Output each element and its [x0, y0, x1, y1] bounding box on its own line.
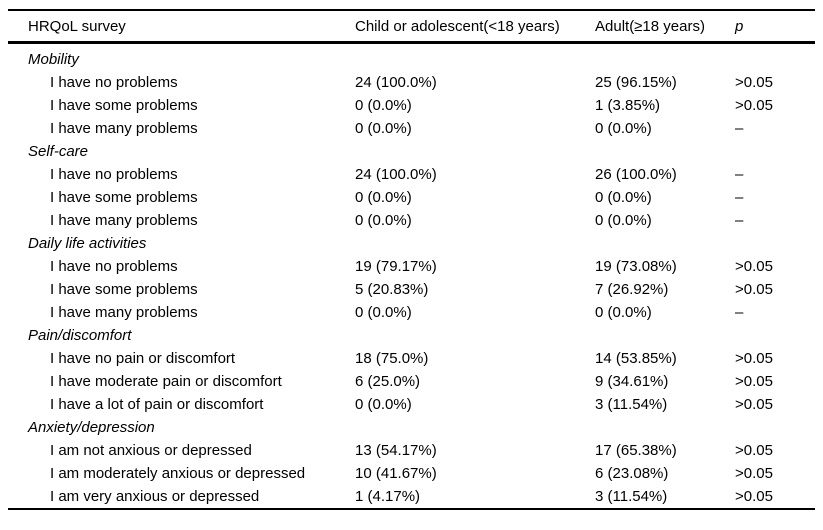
item-row: I have many problems 0 (0.0%) 0 (0.0%) – [8, 117, 815, 140]
item-row: I have no problems 24 (100.0%) 25 (96.15%)… [8, 71, 815, 94]
adult-value: 6 (23.08%) [595, 465, 669, 482]
item-label: I have many problems [50, 120, 198, 137]
item-label: I have moderate pain or discomfort [50, 373, 282, 390]
section-row: Self-care [8, 140, 815, 163]
p-value: >0.05 [735, 373, 773, 390]
child-value: 0 (0.0%) [355, 212, 412, 229]
hrqol-survey-table: HRQoL survey Child or adolescent(<18 yea… [8, 9, 815, 510]
child-value: 24 (100.0%) [355, 74, 437, 91]
child-value: 1 (4.17%) [355, 488, 421, 505]
item-row: I have some problems 5 (20.83%) 7 (26.92%)… [8, 278, 815, 301]
child-value: 10 (41.67%) [355, 465, 437, 482]
item-label: I have no problems [50, 166, 178, 183]
section-row: Pain/discomfort [8, 324, 815, 347]
item-row: I have a lot of pain or discomfort 0 (0.0… [8, 393, 815, 416]
child-value: 0 (0.0%) [355, 304, 412, 321]
adult-value: 3 (11.54%) [595, 396, 668, 413]
section-title: Self-care [28, 143, 89, 160]
section-title: Mobility [28, 51, 79, 68]
child-value: 13 (54.17%) [355, 442, 437, 459]
child-value: 0 (0.0%) [355, 189, 412, 206]
p-value: >0.05 [735, 350, 773, 367]
item-label: I am moderately anxious or depressed [50, 465, 306, 482]
item-label: I have many problems [50, 304, 198, 321]
p-value: – [735, 304, 744, 321]
child-value: 24 (100.0%) [355, 166, 437, 183]
section-title: Pain/discomfort [28, 327, 132, 344]
adult-value: 1 (3.85%) [595, 97, 661, 114]
adult-value: 9 (34.61%) [595, 373, 669, 390]
adult-value: 0 (0.0%) [595, 189, 652, 206]
child-value: 0 (0.0%) [355, 97, 412, 114]
section-row: Mobility [8, 43, 815, 72]
item-label: I am very anxious or depressed [50, 488, 260, 505]
header-row: HRQoL survey Child or adolescent(<18 yea… [8, 10, 815, 44]
adult-value: 0 (0.0%) [595, 212, 652, 229]
item-row: I have no problems 19 (79.17%) 19 (73.08%)… [8, 255, 815, 278]
item-row: I am moderately anxious or depressed 10 (… [8, 462, 815, 485]
item-row: I have some problems 0 (0.0%) 1 (3.85%) >0.… [8, 94, 815, 117]
adult-value: 26 (100.0%) [595, 166, 677, 183]
column-header-hrqol-survey: HRQoL survey [8, 10, 355, 44]
adult-value: 7 (26.92%) [595, 281, 669, 298]
item-label: I have a lot of pain or discomfort [50, 396, 264, 413]
child-value: 0 (0.0%) [355, 396, 412, 413]
adult-value: 0 (0.0%) [595, 304, 652, 321]
child-value: 6 (25.0%) [355, 373, 421, 390]
item-row: I am not anxious or depressed 13 (54.17%)… [8, 439, 815, 462]
item-row: I have moderate pain or discomfort 6 (25.… [8, 370, 815, 393]
p-value: – [735, 212, 744, 229]
item-row: I have many problems 0 (0.0%) 0 (0.0%) – [8, 209, 815, 232]
p-value: >0.05 [735, 74, 773, 91]
item-label: I have no problems [50, 74, 178, 91]
item-row: I have many problems 0 (0.0%) 0 (0.0%) – [8, 301, 815, 324]
p-value: >0.05 [735, 281, 773, 298]
section-title: Daily life activities [28, 235, 147, 252]
adult-value: 0 (0.0%) [595, 120, 652, 137]
item-label: I have many problems [50, 212, 198, 229]
item-row: I have no problems 24 (100.0%) 26 (100.0%)… [8, 163, 815, 186]
item-label: I have no pain or discomfort [50, 350, 236, 367]
p-value: >0.05 [735, 396, 773, 413]
section-row: Daily life activities [8, 232, 815, 255]
adult-value: 25 (96.15%) [595, 74, 677, 91]
child-value: 19 (79.17%) [355, 258, 437, 275]
p-value: >0.05 [735, 442, 773, 459]
item-row: I am very anxious or depressed 1 (4.17%) 3… [8, 485, 815, 509]
section-row: Anxiety/depression [8, 416, 815, 439]
p-value: – [735, 120, 744, 137]
child-value: 0 (0.0%) [355, 120, 412, 137]
item-label: I have some problems [50, 281, 198, 298]
item-row: I have no pain or discomfort 18 (75.0%) 14… [8, 347, 815, 370]
column-header-adult: Adult(≥18 years) [595, 10, 735, 44]
item-row: I have some problems 0 (0.0%) 0 (0.0%) – [8, 186, 815, 209]
p-value: – [735, 189, 744, 206]
adult-value: 17 (65.38%) [595, 442, 677, 459]
child-value: 18 (75.0%) [355, 350, 429, 367]
p-value: >0.05 [735, 465, 773, 482]
adult-value: 14 (53.85%) [595, 350, 677, 367]
item-label: I have some problems [50, 97, 198, 114]
item-label: I have no problems [50, 258, 178, 275]
p-value: – [735, 166, 744, 183]
section-title: Anxiety/depression [28, 419, 155, 436]
p-value: >0.05 [735, 97, 773, 114]
item-label: I have some problems [50, 189, 198, 206]
table-header: HRQoL survey Child or adolescent(<18 yea… [8, 10, 815, 44]
p-value: >0.05 [735, 488, 773, 505]
item-label: I am not anxious or depressed [50, 442, 252, 459]
table-body: Mobility I have no problems 24 (100.0%) 25 … [8, 43, 815, 510]
adult-value: 19 (73.08%) [595, 258, 677, 275]
column-header-child-adolescent: Child or adolescent(<18 years) [355, 10, 595, 44]
adult-value: 3 (11.54%) [595, 488, 668, 505]
p-value: >0.05 [735, 258, 773, 275]
column-header-p: p [735, 10, 815, 44]
child-value: 5 (20.83%) [355, 281, 429, 298]
